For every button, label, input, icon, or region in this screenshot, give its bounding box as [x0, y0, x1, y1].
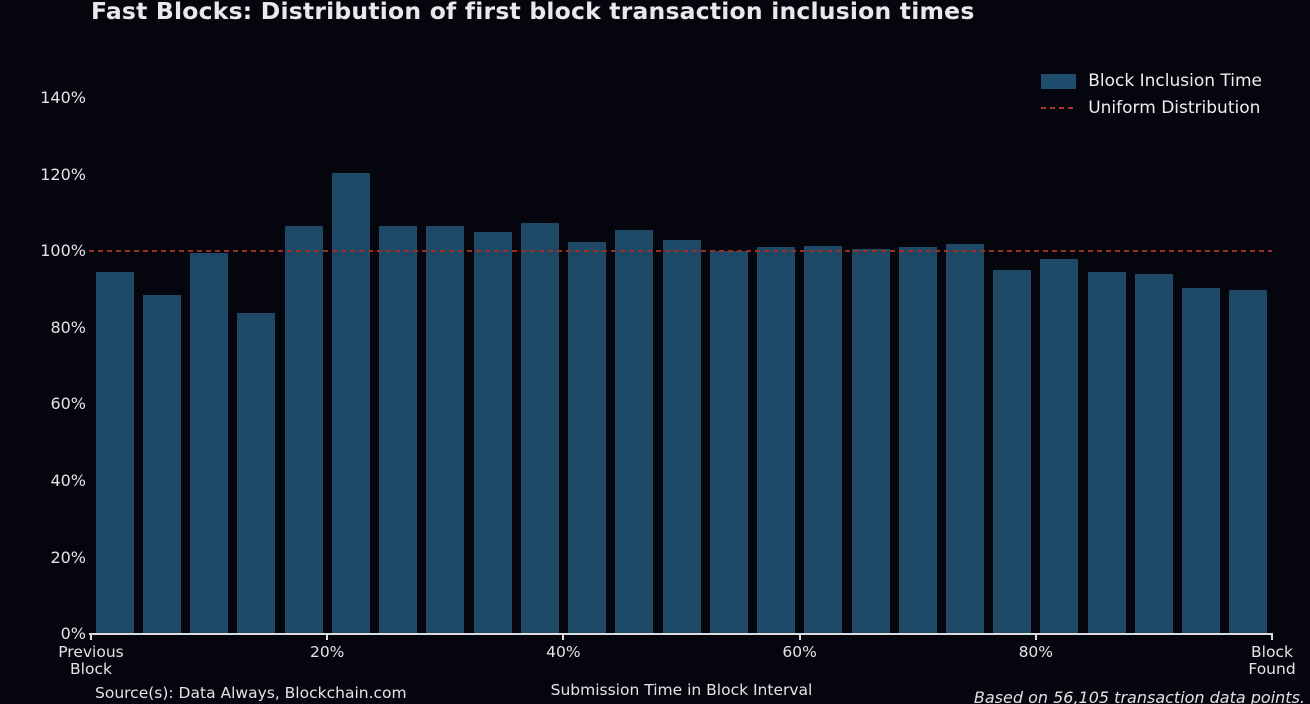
- x-axis-title: Submission Time in Block Interval: [550, 681, 813, 699]
- x-axis-line: [89, 633, 1273, 635]
- bar: [568, 241, 606, 634]
- x-tick-label: Block Found: [1248, 643, 1296, 678]
- legend-dashed-line-icon: [1041, 107, 1077, 109]
- y-tick-label: 80%: [50, 317, 86, 337]
- bar: [190, 253, 229, 634]
- bar: [1040, 258, 1079, 634]
- uniform-distribution-line: [89, 250, 1272, 253]
- bar: [95, 272, 134, 634]
- y-tick-label: 140%: [40, 88, 86, 108]
- y-tick-label: 20%: [50, 547, 86, 567]
- x-tick-mark: [798, 634, 801, 640]
- bar: [379, 226, 418, 634]
- bar: [473, 232, 512, 634]
- source-text: Source(s): Data Always, Blockchain.com: [95, 684, 407, 702]
- x-tick-label: 60%: [782, 643, 817, 661]
- legend-row-bar: Block Inclusion Time: [1041, 71, 1262, 91]
- legend: Block Inclusion Time Uniform Distributio…: [1041, 71, 1262, 125]
- x-tick-mark: [1034, 634, 1037, 640]
- bar: [898, 247, 937, 634]
- x-tick-mark: [562, 634, 565, 640]
- bar: [1134, 274, 1173, 634]
- bar: [945, 243, 984, 634]
- bar: [757, 247, 795, 634]
- legend-bar-label: Block Inclusion Time: [1088, 71, 1262, 91]
- y-tick-label: 60%: [50, 394, 86, 414]
- bar: [331, 172, 370, 634]
- bar: [237, 312, 276, 634]
- y-tick-label: 100%: [40, 241, 86, 261]
- x-tick-mark: [326, 634, 329, 640]
- x-tick-label: Previous Block: [58, 643, 124, 678]
- chart-title: Fast Blocks: Distribution of first block…: [91, 0, 975, 25]
- legend-bar-swatch-icon: [1041, 73, 1077, 89]
- bar: [426, 226, 465, 634]
- bar: [1229, 289, 1268, 634]
- plot-area: [89, 55, 1273, 640]
- x-tick-mark: [1271, 634, 1273, 640]
- y-tick-label: 0%: [60, 624, 86, 643]
- y-tick-label: 120%: [40, 164, 86, 184]
- bar: [284, 226, 323, 634]
- bar: [709, 251, 748, 634]
- x-tick-mark: [90, 634, 92, 640]
- bar: [142, 295, 181, 634]
- x-tick-label: 40%: [546, 643, 581, 661]
- y-tick-label: 40%: [50, 470, 86, 490]
- x-tick-label: 80%: [1018, 643, 1054, 661]
- bar: [615, 230, 654, 634]
- legend-row-line: Uniform Distribution: [1041, 98, 1262, 118]
- x-tick-label: 20%: [309, 643, 345, 661]
- legend-line-label: Uniform Distribution: [1088, 98, 1261, 118]
- bar: [662, 239, 701, 634]
- bar: [1182, 287, 1221, 634]
- bar: [1087, 272, 1126, 634]
- bar: [520, 222, 559, 634]
- bar: [993, 270, 1032, 634]
- bar: [804, 245, 843, 634]
- bar: [851, 249, 890, 634]
- data-points-note: Based on 56,105 transaction data points.: [973, 688, 1305, 704]
